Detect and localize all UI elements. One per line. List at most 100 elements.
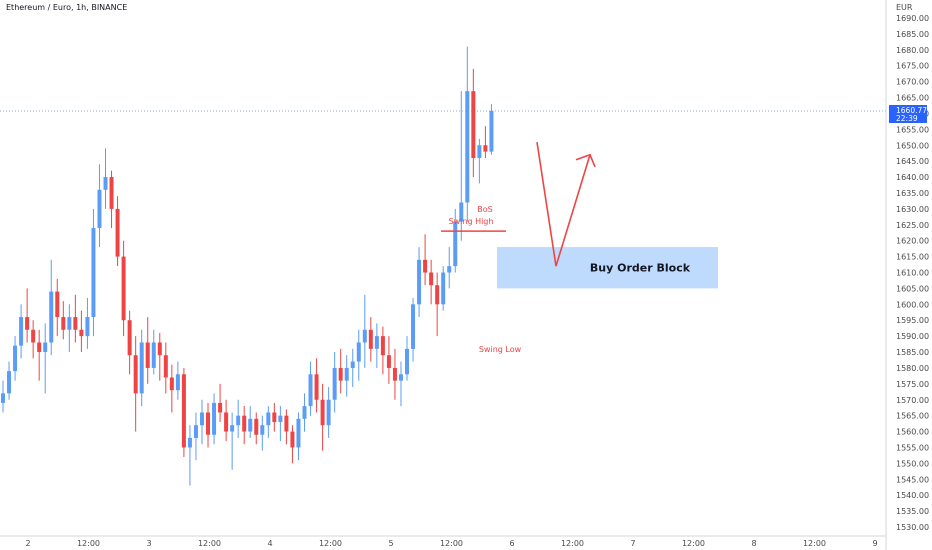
symbol-title[interactable]: Ethereum / Euro, 1h, BINANCE <box>6 3 127 12</box>
candle-body <box>242 415 247 432</box>
price-tick-label: 1575.00 <box>896 380 929 389</box>
candle <box>121 240 126 337</box>
candle-body <box>103 177 108 190</box>
time-tick-label: 4 <box>267 539 272 548</box>
candle-body <box>73 317 78 330</box>
candle-body <box>350 361 355 368</box>
candle-body <box>278 415 283 423</box>
price-tick-label: 1540.00 <box>896 491 929 500</box>
candle <box>326 387 331 438</box>
candle-body <box>97 189 102 228</box>
candle <box>429 259 434 305</box>
candle <box>187 425 192 486</box>
candlestick-series <box>1 46 494 486</box>
candle <box>278 406 283 442</box>
candle-body <box>459 202 464 222</box>
candle <box>230 412 235 470</box>
candle-body <box>308 374 313 407</box>
candle <box>435 272 440 337</box>
candle-body <box>157 342 162 356</box>
candle-body <box>79 329 84 337</box>
candle <box>465 46 470 222</box>
candle-body <box>109 177 114 209</box>
candle <box>489 103 494 155</box>
candle-body <box>133 355 138 394</box>
candle <box>356 329 361 381</box>
candle-body <box>356 342 361 362</box>
projection-arrow-path[interactable] <box>536 141 591 267</box>
price-tick-label: 1535.00 <box>896 507 929 516</box>
candle-body <box>332 367 337 400</box>
price-tick-label: 1635.00 <box>896 189 929 198</box>
time-axis[interactable]: 2 12:00 3 12:00 4 12:00 5 12:00 6 12:00 7 12:00 8 12:… <box>25 539 877 548</box>
candle <box>157 332 162 381</box>
candle-body <box>380 336 385 356</box>
time-tick-label: 5 <box>388 539 393 548</box>
candle <box>477 138 482 184</box>
candle <box>441 266 446 311</box>
candle <box>362 294 367 368</box>
candle <box>218 383 223 423</box>
candle-body <box>441 272 446 305</box>
time-tick-label: 9 <box>872 539 877 548</box>
price-tick-label: 1655.00 <box>896 125 929 134</box>
candle <box>91 208 96 337</box>
last-price-tag: 1660.77 22:39 <box>889 105 927 123</box>
candle <box>308 361 313 416</box>
price-tick-label: 1605.00 <box>896 284 929 293</box>
price-axis[interactable]: 1690.00 1685.00 1680.00 1675.00 1670.00 1665.… <box>896 14 929 532</box>
candle-body <box>19 317 24 346</box>
candle <box>392 348 397 400</box>
candle <box>145 317 150 384</box>
price-tick-label: 1570.00 <box>896 396 929 405</box>
candle <box>181 367 186 458</box>
price-tick-label: 1640.00 <box>896 173 929 182</box>
price-tick-label: 1630.00 <box>896 205 929 214</box>
candle <box>43 323 48 394</box>
candle-body <box>483 145 488 152</box>
candle <box>1 380 5 413</box>
candle-body <box>326 399 331 426</box>
candle-body <box>187 437 192 448</box>
candle <box>175 361 180 400</box>
candle <box>447 247 452 289</box>
candle <box>411 297 416 362</box>
price-tick-label: 1565.00 <box>896 412 929 421</box>
candle <box>459 91 464 241</box>
price-tick-label: 1665.00 <box>896 94 929 103</box>
time-tick-label: 12:00 <box>682 539 705 548</box>
candle <box>7 361 12 400</box>
candle-body <box>398 374 403 381</box>
candle <box>37 329 42 381</box>
price-tick-label: 1625.00 <box>896 221 929 230</box>
candle <box>169 364 174 413</box>
price-tick-label: 1555.00 <box>896 443 929 452</box>
candle <box>199 399 204 445</box>
candle-body <box>145 342 150 368</box>
candle-body <box>368 329 373 349</box>
candle <box>31 320 36 359</box>
candle-body <box>344 367 349 381</box>
price-tick-label: 1580.00 <box>896 364 929 373</box>
price-tick-label: 1680.00 <box>896 46 929 55</box>
candle-body <box>254 418 259 435</box>
price-tick-label: 1530.00 <box>896 523 929 532</box>
candle <box>103 148 108 209</box>
candle <box>79 310 84 353</box>
time-tick-label: 12:00 <box>77 539 100 548</box>
candle-body <box>7 371 12 394</box>
bos-label: BoS <box>477 205 492 214</box>
candle <box>272 402 277 432</box>
price-tick-label: 1615.00 <box>896 253 929 262</box>
price-tick-label: 1650.00 <box>896 141 929 150</box>
time-tick-label: 6 <box>509 539 514 548</box>
candle-body <box>471 91 476 158</box>
candle <box>236 399 241 438</box>
candle-body <box>55 291 60 318</box>
candle-body <box>423 259 428 273</box>
swing-low-label: Swing Low <box>479 345 522 354</box>
candle-body <box>477 145 482 158</box>
buy-order-block-zone[interactable] <box>497 247 718 289</box>
price-tick-label: 1550.00 <box>896 459 929 468</box>
